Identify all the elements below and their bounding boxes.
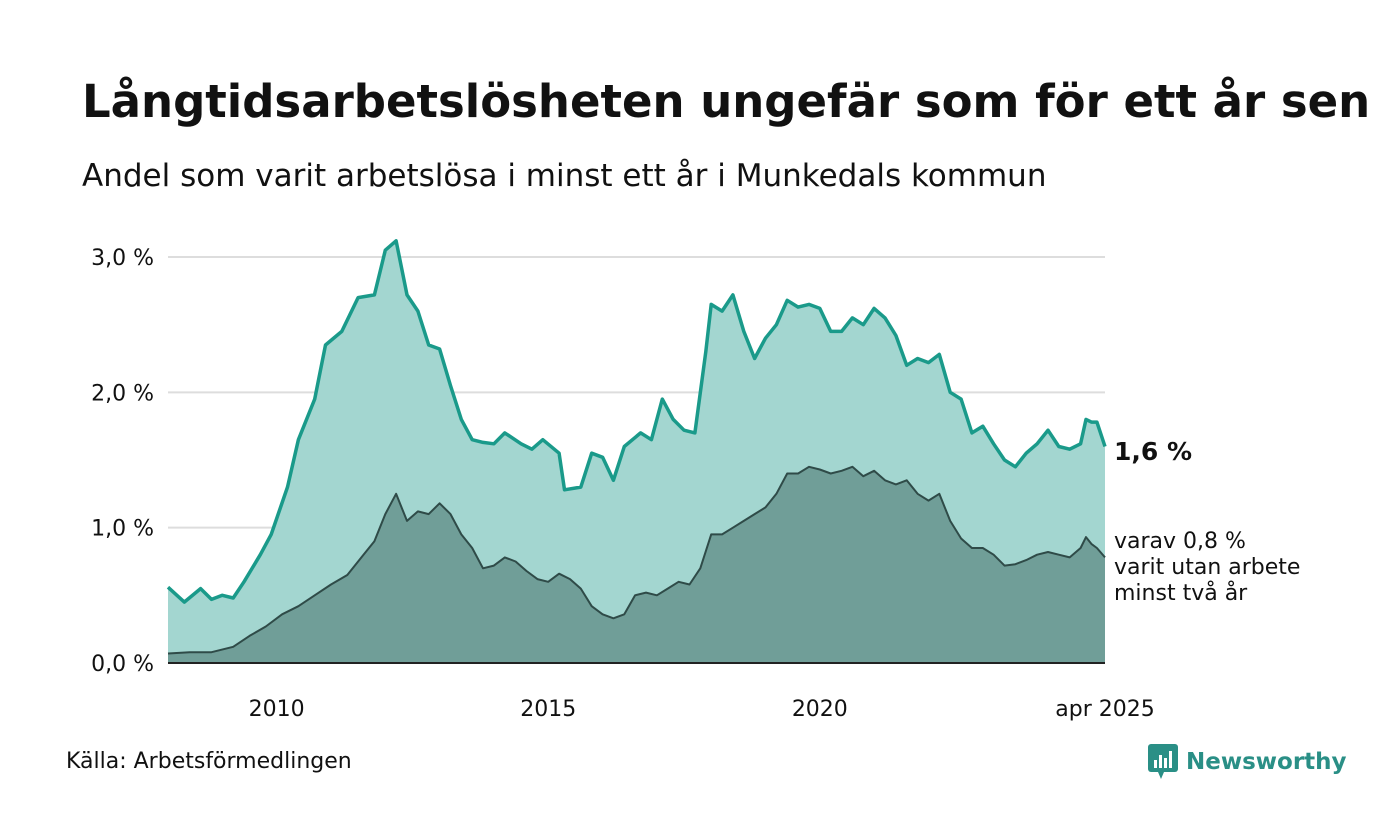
y-axis-ticks: 0,0 % 1,0 % 2,0 % 3,0 % <box>91 246 154 677</box>
end-labels: 1,6 % varav 0,8 % varit utan arbete mins… <box>1114 437 1300 606</box>
end-label-sub-line-3: minst två år <box>1114 580 1248 606</box>
x-axis-ticks: 2010 2015 2020 apr 2025 <box>249 697 1155 722</box>
x-tick-label: 2010 <box>249 697 305 722</box>
chart-areas <box>166 239 1107 664</box>
x-tick-label: 2020 <box>792 697 848 722</box>
series-line-total <box>166 239 1107 604</box>
x-tick-label: apr 2025 <box>1055 697 1154 722</box>
y-tick-label: 1,0 % <box>91 517 154 542</box>
x-tick-label: 2015 <box>520 697 576 722</box>
end-label-sub-line-1: varav 0,8 % <box>1114 529 1246 554</box>
newsworthy-logo-icon <box>1148 744 1178 779</box>
end-label-total: 1,6 % <box>1114 437 1192 466</box>
brand-logo: Newsworthy <box>1148 742 1347 782</box>
series-area-long-term <box>168 466 1105 663</box>
end-label-sub-line-2: varit utan arbete <box>1114 555 1300 580</box>
y-tick-label: 3,0 % <box>91 246 154 271</box>
y-tick-label: 2,0 % <box>91 381 154 406</box>
y-tick-label: 0,0 % <box>91 652 154 677</box>
brand-name: Newsworthy <box>1186 749 1347 775</box>
series-line-long-term <box>167 465 1106 655</box>
source-note: Källa: Arbetsförmedlingen <box>66 749 352 774</box>
chart-title: Långtidsarbetslösheten ungefär som för e… <box>82 75 1371 128</box>
chart-subtitle: Andel som varit arbetslösa i minst ett å… <box>82 158 1047 194</box>
